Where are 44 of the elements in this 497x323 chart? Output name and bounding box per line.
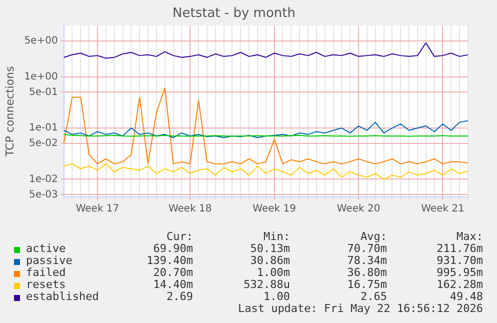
y-tick-label: 5e-03: [28, 189, 58, 200]
text: Min:: [264, 230, 290, 243]
y-tick-label: 5e-01: [28, 86, 58, 98]
y-tick-label: 1e-02: [28, 174, 58, 185]
text: 49.48: [450, 290, 483, 303]
x-tick-label: Week 21: [421, 204, 464, 215]
legend-label: failed: [26, 266, 66, 279]
x-tick-label: Week 17: [76, 204, 120, 215]
text: 2.69: [166, 290, 193, 303]
chart-title: Netstat - by month: [172, 6, 296, 22]
text: 139.40m: [146, 254, 193, 267]
text: 16.75m: [347, 278, 387, 291]
y-tick-label: 5e+00: [24, 36, 58, 47]
legend-label: established: [26, 290, 99, 303]
text: 70.70m: [347, 242, 387, 255]
text: 211.76m: [436, 242, 483, 255]
x-tick-label: Week 19: [252, 204, 296, 215]
y-tick-label: 1e-01: [28, 122, 58, 134]
text: 162.28m: [436, 278, 483, 291]
text: 14.40m: [153, 278, 193, 291]
x-tick-label: Week 20: [336, 204, 380, 215]
text: Max:: [456, 230, 483, 243]
text: 1.00m: [256, 266, 290, 279]
text: 78.34m: [347, 254, 387, 267]
legend-label: resets: [26, 278, 66, 291]
text: 931.70m: [436, 254, 483, 267]
text: 532.88u: [244, 278, 290, 291]
legend-label: passive: [26, 254, 72, 267]
text: 995.95m: [436, 266, 483, 279]
text: 20.70m: [153, 266, 193, 279]
text: Last update: Fri May 22 16:56:12 2026: [238, 302, 483, 315]
text: 50.13m: [250, 242, 290, 255]
y-axis-title: TCP connections: [3, 66, 16, 158]
text: 36.80m: [347, 266, 387, 279]
text: 1.00: [264, 290, 290, 303]
text: Avg:: [360, 230, 387, 243]
y-tick-label: 5e-02: [28, 138, 58, 150]
text: Cur:: [166, 230, 193, 243]
text: 30.86m: [250, 254, 290, 267]
legend-label: active: [26, 242, 66, 255]
y-tick-label: 1e+00: [24, 71, 58, 82]
text: 2.65: [360, 290, 387, 303]
x-tick-label: Week 18: [168, 204, 212, 215]
text: 69.90m: [153, 242, 193, 255]
